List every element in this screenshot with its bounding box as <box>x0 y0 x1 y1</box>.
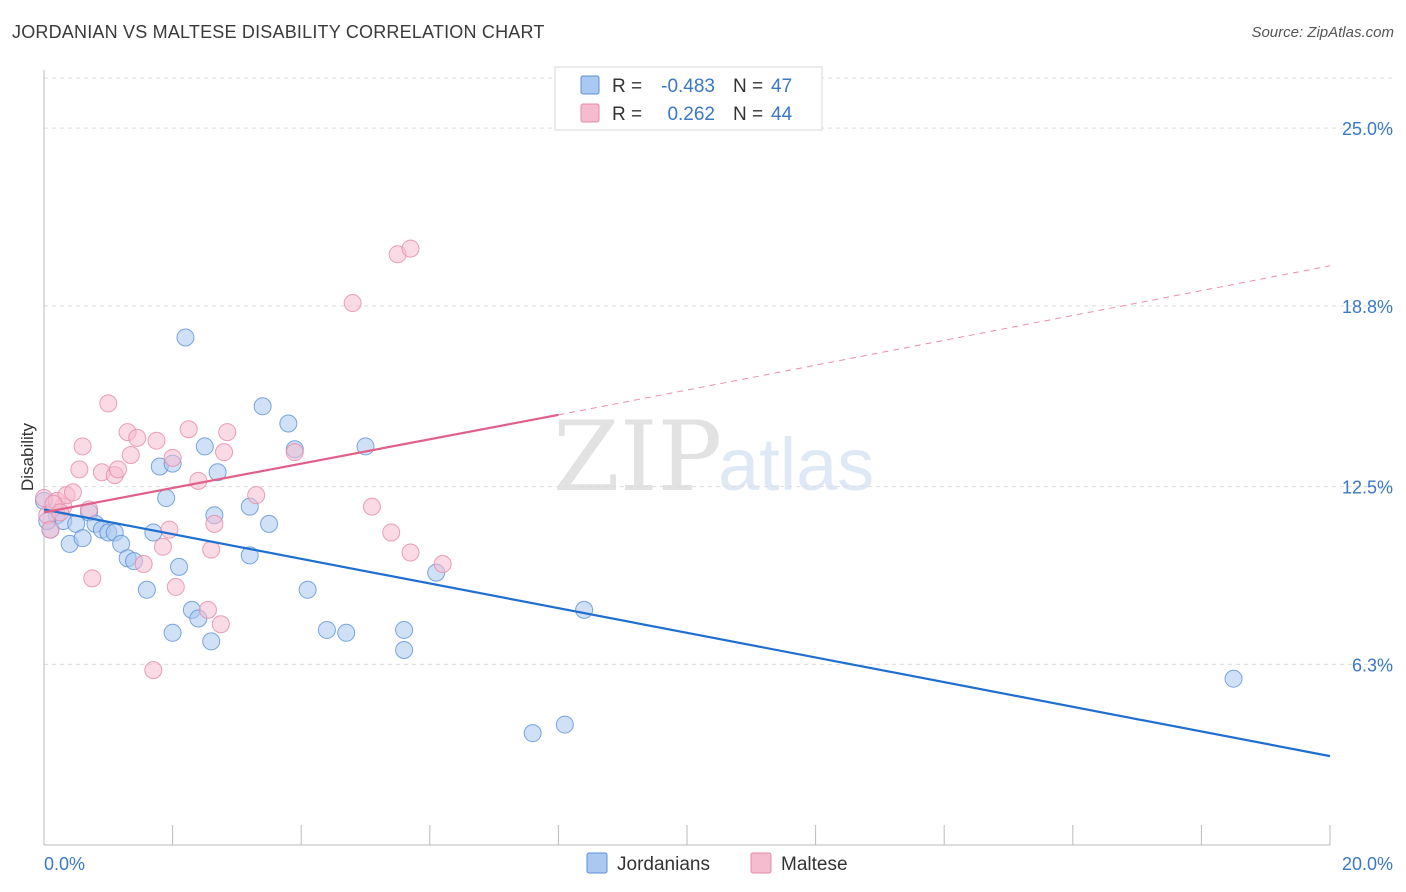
maltese-point <box>134 554 153 573</box>
grid-lines <box>44 77 1393 665</box>
legend-r-value-1: -0.483 <box>661 76 715 97</box>
maltese-point <box>163 448 182 467</box>
maltese-point <box>121 446 140 465</box>
maltese-point <box>179 420 198 439</box>
maltese-point <box>99 394 118 413</box>
maltese-point <box>189 471 208 490</box>
maltese-point <box>128 428 147 447</box>
series-maltese <box>35 239 452 680</box>
x-ticks <box>43 825 1331 845</box>
maltese-point <box>153 537 172 556</box>
jordanians-point <box>163 623 182 642</box>
maltese-point <box>343 294 362 313</box>
maltese-point <box>215 443 234 462</box>
jordanians-point <box>575 600 594 619</box>
maltese-point <box>285 443 304 462</box>
jordanians-point <box>298 580 317 599</box>
watermark-zip: ZIP <box>553 401 722 513</box>
maltese-point <box>198 600 217 619</box>
jordanians-point <box>176 328 195 347</box>
maltese-point <box>401 239 420 258</box>
maltese-point <box>433 554 452 573</box>
maltese-point <box>247 486 266 505</box>
bottom-legend-swatch-jordanians <box>586 852 608 874</box>
y-tick-label: 18.8% <box>1342 297 1393 317</box>
x-tick-label-min: 0.0% <box>44 854 85 874</box>
jordanians-point <box>157 489 176 508</box>
jordanians-point <box>137 580 156 599</box>
chart-title: JORDANIAN VS MALTESE DISABILITY CORRELAT… <box>12 22 545 42</box>
jordanians-point <box>279 414 298 433</box>
maltese-point <box>83 569 102 588</box>
series-legend: Jordanians Maltese <box>586 852 848 875</box>
maltese-point <box>144 661 163 680</box>
y-tick-label: 12.5% <box>1342 478 1393 498</box>
legend-n-value-2: 44 <box>771 104 793 125</box>
jordanians-point <box>523 724 542 743</box>
jordanians-point <box>253 397 272 416</box>
bottom-legend-label-maltese: Maltese <box>781 854 848 875</box>
maltese-point <box>73 437 92 456</box>
jordanians-point <box>555 715 574 734</box>
jordanians-point <box>1224 669 1243 688</box>
bottom-legend-label-jordanians: Jordanians <box>617 854 710 875</box>
legend-n-label-2: N = <box>733 104 763 125</box>
y-tick-labels: 6.3% 12.5% 18.8% 25.0% <box>1342 119 1393 675</box>
x-tick-label-max: 20.0% <box>1342 854 1393 874</box>
jordanians-point <box>73 529 92 548</box>
y-tick-label: 25.0% <box>1342 119 1393 139</box>
trend-line-maltese <box>43 413 559 514</box>
maltese-point <box>401 543 420 562</box>
jordanians-point <box>170 557 189 576</box>
jordanians-point <box>395 641 414 660</box>
maltese-point <box>108 460 127 479</box>
legend-n-value-1: 47 <box>771 76 792 97</box>
jordanians-point <box>260 514 279 533</box>
jordanians-point <box>202 632 221 651</box>
maltese-point <box>382 523 401 542</box>
stats-legend: R = -0.483 N = 47 R = 0.262 N = 44 <box>554 66 823 131</box>
jordanians-point <box>195 437 214 456</box>
trend-lines <box>43 265 1331 758</box>
jordanians-point <box>208 463 227 482</box>
trend-line-maltese-extended <box>558 265 1331 416</box>
trend-line-jordanians <box>43 508 1331 758</box>
legend-swatch-jordanians <box>580 75 600 95</box>
jordanians-point <box>317 620 336 639</box>
jordanians-point <box>240 546 259 565</box>
maltese-point <box>41 520 60 539</box>
maltese-point <box>218 423 237 442</box>
maltese-point <box>211 615 230 634</box>
watermark-atlas: atlas <box>718 423 874 506</box>
legend-r-label-1: R = <box>612 76 642 97</box>
maltese-point <box>70 460 89 479</box>
bottom-legend-swatch-maltese <box>750 852 772 874</box>
maltese-point <box>166 577 185 596</box>
maltese-point <box>362 497 381 516</box>
legend-r-label-2: R = <box>612 104 642 125</box>
y-tick-label: 6.3% <box>1352 655 1393 675</box>
maltese-point <box>147 431 166 450</box>
maltese-point <box>63 483 82 502</box>
legend-n-label-1: N = <box>733 76 763 97</box>
jordanians-point <box>337 623 356 642</box>
legend-swatch-maltese <box>580 103 600 123</box>
maltese-point <box>205 514 224 533</box>
y-axis-title: Disability <box>18 422 37 491</box>
series-jordanians <box>35 328 1243 743</box>
jordanians-point <box>395 620 414 639</box>
legend-r-value-2: 0.262 <box>667 104 715 125</box>
source-label: Source: ZipAtlas.com <box>1251 24 1394 41</box>
